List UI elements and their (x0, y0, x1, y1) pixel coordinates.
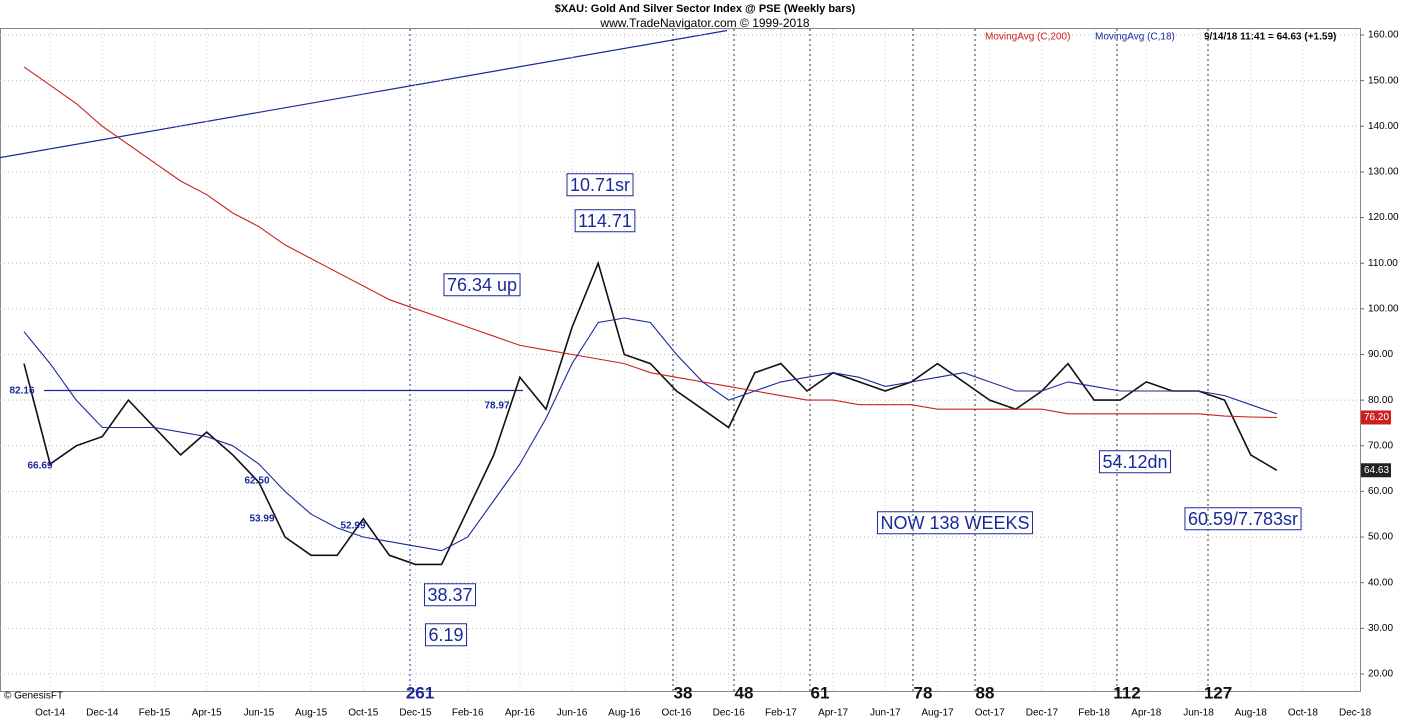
legend-entry: MovingAvg (C,18) (1095, 32, 1175, 43)
price-tag (1361, 410, 1391, 425)
y-tick-label: 60.00 (1368, 486, 1393, 497)
level-label: 82.16 (9, 386, 34, 397)
x-tick-label: Oct-16 (661, 708, 691, 719)
x-tick-label: Dec-18 (1339, 708, 1372, 719)
series-line (23, 260, 1278, 566)
x-tick-label: Feb-16 (452, 708, 484, 719)
level-label: 66.69 (27, 461, 52, 472)
annotation-box (1098, 450, 1172, 474)
cycle-count: 127 (1204, 683, 1232, 702)
x-tick-label: Jun-16 (557, 708, 588, 719)
plot-frame (0, 28, 1361, 692)
annotation: 60.59/7.783sr (1188, 509, 1298, 529)
level-label: 52.99 (340, 521, 365, 532)
price-tag-label: 76.20 (1364, 412, 1389, 423)
y-tick-label: 30.00 (1368, 623, 1393, 634)
credit: © GenesisFT (4, 691, 63, 702)
annotation-box (443, 273, 521, 297)
y-tick-label: 90.00 (1368, 349, 1393, 360)
annotation: 54.12dn (1102, 452, 1167, 472)
annotation: 38.37 (427, 585, 472, 605)
annotation: NOW 138 WEEKS (880, 513, 1029, 533)
y-tick-label: 20.00 (1368, 669, 1393, 680)
quote: 9/14/18 11:41 = 64.63 (+1.59) (1204, 32, 1336, 43)
cycle-count: 112 (1113, 683, 1140, 702)
y-tick-label: 70.00 (1368, 440, 1393, 451)
cycle-count: 48 (735, 683, 754, 702)
cycle-count: 38 (674, 683, 693, 702)
x-tick-label: Oct-17 (975, 708, 1005, 719)
y-tick-label: 130.00 (1368, 167, 1399, 178)
x-tick-label: Apr-16 (505, 708, 535, 719)
annotation-box (574, 209, 636, 233)
cycle-count: 261 (406, 683, 434, 702)
annotation-box (423, 583, 477, 607)
cycle-count: 88 (976, 683, 995, 702)
cycle-count: 78 (914, 683, 933, 702)
annotation-box (1184, 507, 1302, 531)
annotation: 114.71 (578, 211, 632, 231)
x-tick-label: Oct-18 (1288, 708, 1318, 719)
y-tick-label: 110.00 (1368, 258, 1398, 269)
x-tick-label: Aug-16 (608, 708, 641, 719)
x-tick-label: Dec-15 (399, 708, 432, 719)
x-tick-label: Apr-15 (192, 708, 222, 719)
level-label: 78.97 (484, 401, 509, 412)
price-tag (1361, 463, 1391, 478)
y-tick-label: 140.00 (1368, 121, 1399, 132)
y-tick-label: 40.00 (1368, 577, 1393, 588)
annotation: 76.34 up (447, 275, 517, 295)
x-tick-label: Oct-14 (35, 708, 65, 719)
series-line (23, 317, 1277, 552)
x-tick-label: Dec-16 (713, 708, 746, 719)
price-tag-label: 64.63 (1364, 465, 1389, 476)
series-line (23, 66, 1277, 419)
y-tick-label: 50.00 (1368, 532, 1393, 543)
level-label: 53.99 (249, 514, 274, 525)
x-tick-label: Feb-15 (139, 708, 171, 719)
annotation-box (876, 511, 1034, 535)
x-tick-label: Apr-18 (1131, 708, 1161, 719)
y-tick-label: 150.00 (1368, 75, 1399, 86)
subtitle: www.TradeNavigator.com © 1999-2018 (599, 16, 809, 30)
x-tick-label: Feb-18 (1078, 708, 1110, 719)
annotation-box (566, 173, 634, 197)
y-tick-label: 80.00 (1368, 395, 1393, 406)
y-tick-label: 160.00 (1368, 30, 1399, 41)
x-tick-label: Jun-18 (1183, 708, 1214, 719)
chart-title: $XAU: Gold And Silver Sector Index @ PSE… (555, 3, 856, 15)
y-tick-label: 120.00 (1368, 212, 1399, 223)
annotation: 6.19 (428, 625, 463, 645)
x-tick-label: Feb-17 (765, 708, 797, 719)
trend-line (0, 29, 728, 159)
x-tick-label: Aug-15 (295, 708, 328, 719)
x-tick-label: Jun-15 (244, 708, 275, 719)
cycle-count: 61 (811, 683, 830, 702)
level-label: 62.50 (244, 476, 269, 487)
x-tick-label: Aug-18 (1235, 708, 1268, 719)
x-tick-label: Jun-17 (870, 708, 901, 719)
x-tick-label: Dec-17 (1026, 708, 1059, 719)
x-tick-label: Oct-15 (348, 708, 378, 719)
annotation-box (424, 623, 468, 647)
legend-entry: MovingAvg (C,200) (985, 32, 1070, 43)
x-tick-label: Aug-17 (921, 708, 954, 719)
x-tick-label: Dec-14 (86, 708, 119, 719)
y-tick-label: 100.00 (1368, 303, 1399, 314)
annotation: 10.71sr (570, 175, 630, 195)
x-tick-label: Apr-17 (818, 708, 848, 719)
